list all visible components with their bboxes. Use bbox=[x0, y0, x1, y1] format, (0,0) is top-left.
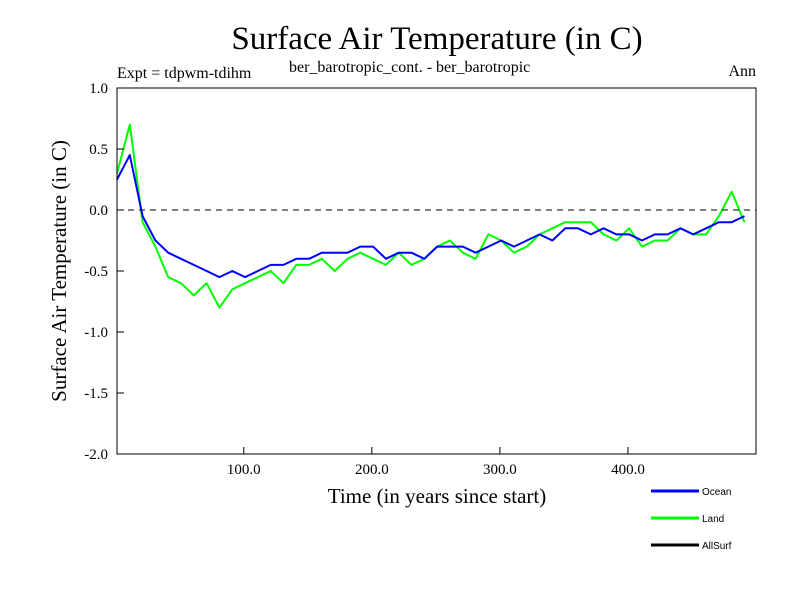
series-line-ocean bbox=[116, 154, 745, 279]
x-axis-label: Time (in years since start) bbox=[328, 484, 547, 508]
period-label: Ann bbox=[728, 63, 756, 80]
x-tick-label: 200.0 bbox=[355, 462, 389, 478]
legend: Ocean Land AllSurf bbox=[651, 487, 732, 552]
chart-title: Surface Air Temperature (in C) bbox=[231, 21, 642, 57]
y-tick-label: -2.0 bbox=[84, 447, 108, 463]
y-tick-label: 1.0 bbox=[89, 81, 108, 97]
plot-area: 100.0 200.0 300.0 400.0 1.0 0.5 0.0 -0.5 -1.0 -1.… bbox=[84, 81, 757, 478]
legend-label-ocean: Ocean bbox=[702, 487, 731, 498]
y-tick-label: -1.0 bbox=[84, 325, 108, 341]
legend-label-allsurf: AllSurf bbox=[702, 541, 732, 552]
series-layer bbox=[116, 123, 746, 309]
x-tick-label: 400.0 bbox=[611, 462, 645, 478]
y-tick-label: 0.5 bbox=[89, 142, 108, 158]
legend-label-land: Land bbox=[702, 514, 724, 525]
x-tick-label: 100.0 bbox=[227, 462, 261, 478]
y-tick-label: -0.5 bbox=[84, 264, 108, 280]
experiment-label: Expt = tdpwm-tdihm bbox=[117, 65, 252, 82]
tick-layer: 100.0 200.0 300.0 400.0 1.0 0.5 0.0 -0.5 -1.0 -1.… bbox=[84, 81, 645, 478]
run-label: ber_barotropic_cont. - ber_barotropic bbox=[289, 59, 530, 76]
y-axis-label: Surface Air Temperature (in C) bbox=[47, 140, 71, 402]
y-tick-label: 0.0 bbox=[89, 203, 108, 219]
y-tick-label: -1.5 bbox=[84, 386, 108, 402]
x-tick-label: 300.0 bbox=[483, 462, 517, 478]
